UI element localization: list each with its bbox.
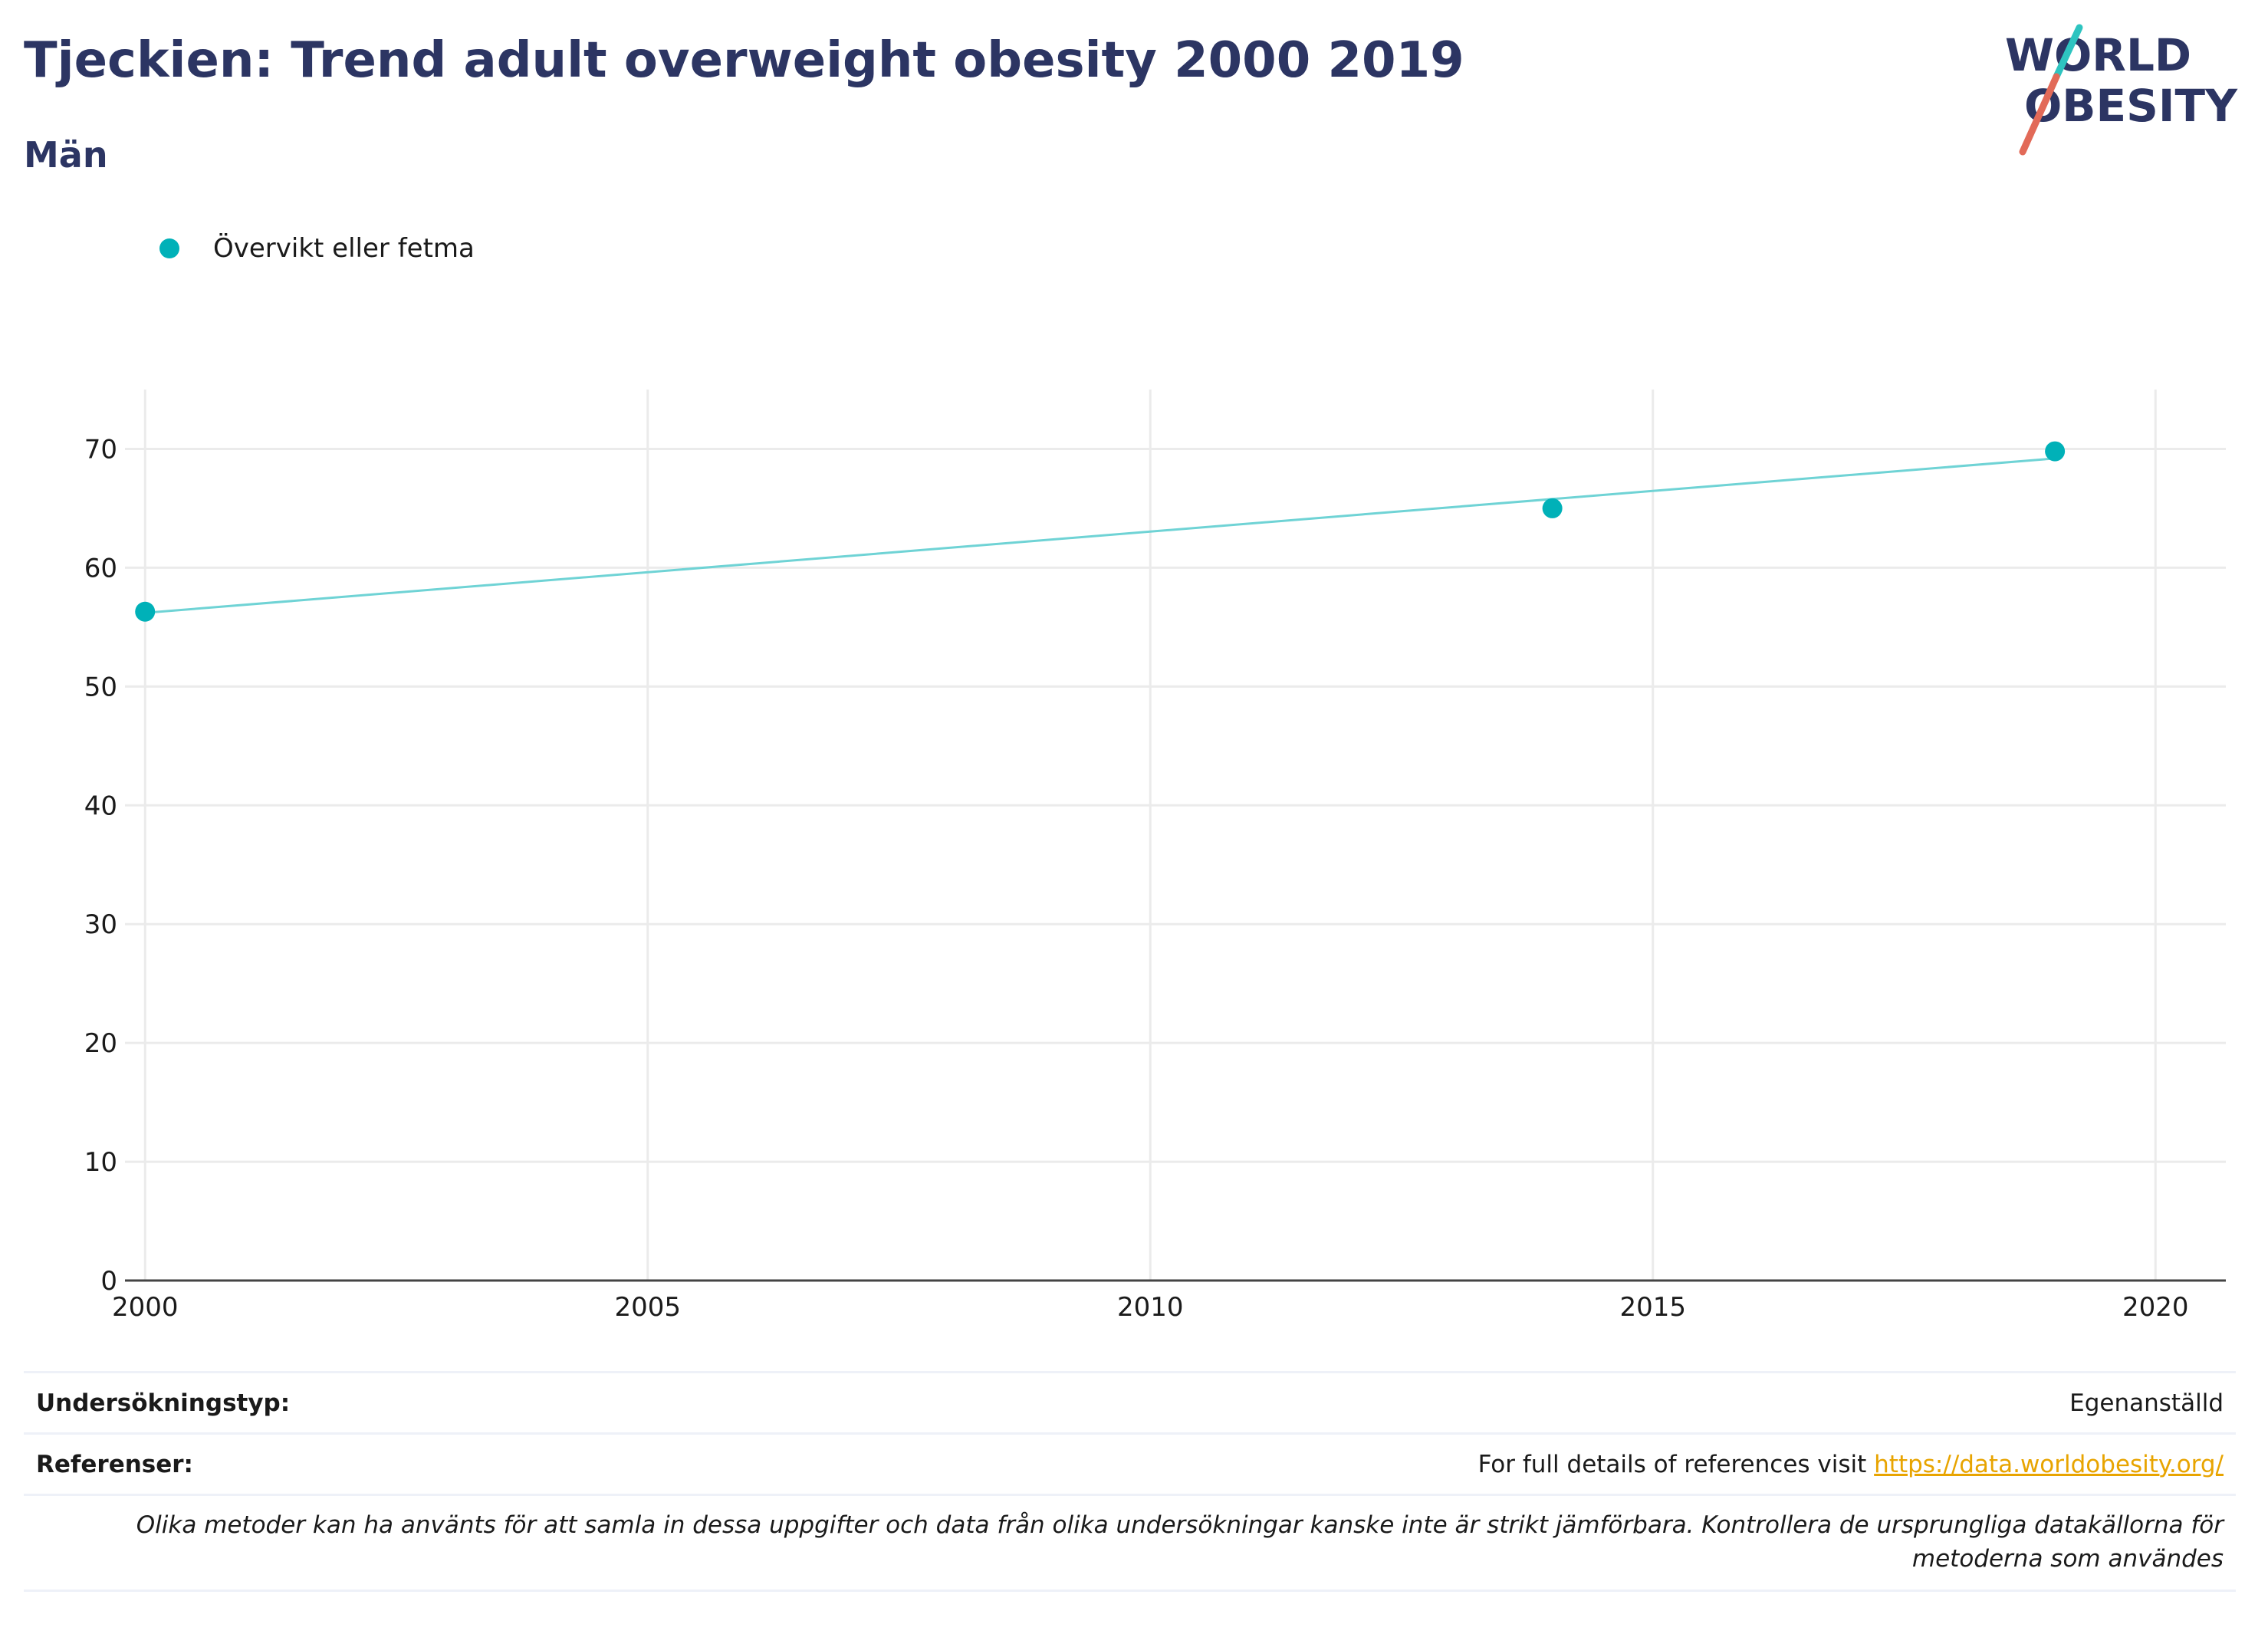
data-points xyxy=(135,441,2066,622)
trendline-layer xyxy=(145,457,2056,614)
references-link[interactable]: https://data.worldobesity.org/ xyxy=(1874,1450,2224,1478)
data-point[interactable] xyxy=(135,601,156,622)
legend-label: Övervikt eller fetma xyxy=(213,233,475,264)
y-tick-label: 30 xyxy=(84,909,117,940)
references-value: For full details of references visit htt… xyxy=(1478,1451,2224,1478)
logo-word-obesity: OBESITY xyxy=(2024,80,2238,132)
trendline xyxy=(145,457,2056,614)
chart-plot: 0 10 20 30 40 50 60 70 2000 2005 2010 2015 2020 xyxy=(84,390,2226,1323)
x-tick-label: 2015 xyxy=(1619,1292,1686,1323)
data-point[interactable] xyxy=(2045,441,2066,462)
methods-note: Olika metoder kan ha använts för att sam… xyxy=(24,1494,2236,1592)
x-tick-label: 2005 xyxy=(614,1292,681,1323)
y-tick-label: 40 xyxy=(84,791,117,821)
legend-marker xyxy=(159,238,179,258)
references-text: For full details of references visit xyxy=(1477,1450,1875,1478)
y-tick-label: 10 xyxy=(84,1147,117,1178)
legend[interactable]: Övervikt eller fetma xyxy=(159,232,475,265)
data-point[interactable] xyxy=(1542,498,1563,518)
y-tick-label: 50 xyxy=(84,672,117,702)
grid-lines xyxy=(125,390,2226,1281)
logo-word-world: WORLD xyxy=(2005,29,2191,81)
references-row: Referenser: For full details of referenc… xyxy=(24,1432,2236,1494)
x-tick-label: 2010 xyxy=(1117,1292,1184,1323)
chart-subtitle: Män xyxy=(24,134,108,176)
x-tick-label: 2000 xyxy=(112,1292,179,1323)
survey-type-label: Undersökningstyp: xyxy=(36,1389,291,1417)
y-tick-label: 20 xyxy=(84,1028,117,1059)
metadata-table: Undersökningstyp: Egenanställd Referense… xyxy=(24,1371,2236,1592)
world-obesity-logo: WORLD OBESITY xyxy=(2005,24,2238,156)
references-label: Referenser: xyxy=(36,1450,193,1478)
chart-title: Tjeckien: Trend adult overweight obesity… xyxy=(24,32,1464,89)
axes: 0 10 20 30 40 50 60 70 2000 2005 2010 2015 2020 xyxy=(84,434,2226,1323)
y-tick-label: 60 xyxy=(84,553,117,584)
y-tick-label: 0 xyxy=(100,1266,117,1297)
x-tick-label: 2020 xyxy=(2122,1292,2189,1323)
survey-type-row: Undersökningstyp: Egenanställd xyxy=(24,1371,2236,1432)
y-tick-label: 70 xyxy=(84,434,117,465)
logo-slash-top xyxy=(2053,24,2083,81)
logo-slash-bottom xyxy=(2019,73,2060,156)
survey-type-value: Egenanställd xyxy=(2069,1389,2224,1417)
